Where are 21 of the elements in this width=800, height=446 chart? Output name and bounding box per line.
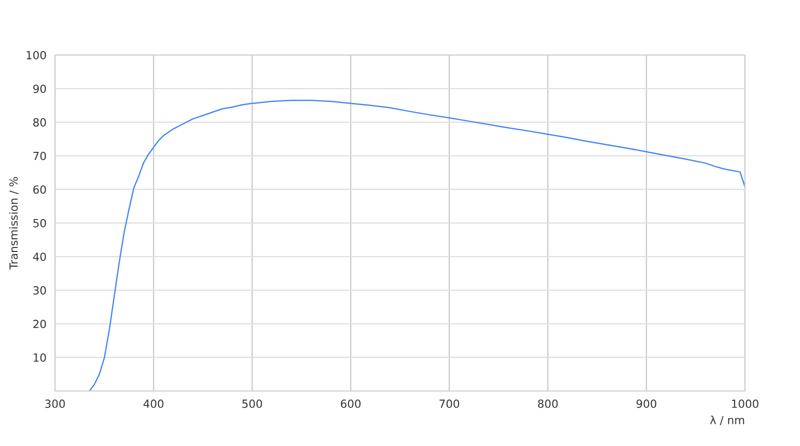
x-tick-label: 300 <box>45 400 65 408</box>
y-tick-label: 60 <box>33 185 46 194</box>
x-tick-label: 700 <box>440 400 460 408</box>
y-tick-label: 40 <box>33 252 46 261</box>
line-series <box>88 100 745 391</box>
x-tick-label: 1000 <box>732 400 758 408</box>
y-tick-label: 100 <box>26 50 46 60</box>
x-axis-title: λ / nm <box>710 416 744 426</box>
y-tick-label: 10 <box>34 353 46 362</box>
y-tick-label: 80 <box>33 118 46 127</box>
y-tick-label: 90 <box>33 84 46 93</box>
y-axis-title: Transmission / % <box>9 177 19 270</box>
y-tick-label: 20 <box>33 320 46 328</box>
x-tick-label: 600 <box>340 400 361 408</box>
y-tick-label: 70 <box>33 152 46 160</box>
x-tick-label: 500 <box>242 400 262 408</box>
x-tick-label: 400 <box>144 400 164 408</box>
x-tick-label: 900 <box>636 400 656 408</box>
y-tick-label: 50 <box>33 218 46 228</box>
x-tick-label: 800 <box>538 400 558 408</box>
y-tick-label: 30 <box>33 286 46 295</box>
